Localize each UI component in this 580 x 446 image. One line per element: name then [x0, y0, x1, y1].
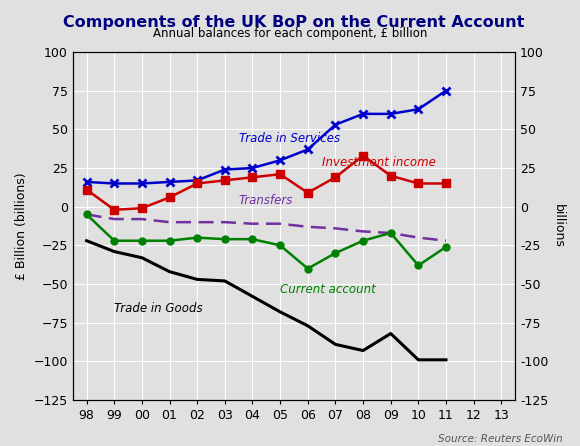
Title: Components of the UK BoP on the Current Account: Components of the UK BoP on the Current …: [63, 15, 525, 30]
Text: Trade in Services: Trade in Services: [238, 132, 340, 145]
Y-axis label: billions: billions: [552, 204, 565, 248]
Text: Transfers: Transfers: [238, 194, 293, 206]
Text: Current account: Current account: [280, 283, 376, 296]
Text: Trade in Goods: Trade in Goods: [114, 302, 203, 315]
Text: Source: Reuters EcoWin: Source: Reuters EcoWin: [438, 434, 563, 443]
Text: Annual balances for each component, £ billion: Annual balances for each component, £ bi…: [153, 27, 427, 40]
Text: Investment income: Investment income: [321, 157, 436, 169]
Y-axis label: £ Billion (billions): £ Billion (billions): [15, 172, 28, 280]
